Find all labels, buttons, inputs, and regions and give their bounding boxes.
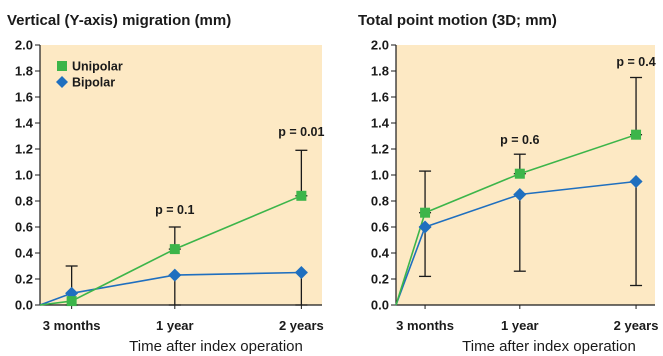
p-value-annotation: p = 0.4 (616, 55, 655, 69)
y-tick-label: 1.6 (371, 90, 389, 105)
y-tick-label: 1.8 (15, 64, 33, 79)
p-value-annotation: p = 0.6 (500, 133, 539, 147)
y-tick-label: 0.6 (15, 220, 33, 235)
plot-area (396, 45, 655, 305)
x-tick-label: 3 months (396, 318, 454, 333)
x-axis-label: Time after index operation (129, 338, 303, 355)
y-tick-label: 0.6 (371, 220, 389, 235)
y-tick-label: 0.2 (15, 272, 33, 287)
chart-title: Total point motion (3D; mm) (358, 12, 557, 29)
y-tick-label: 0.4 (371, 246, 390, 261)
y-tick-label: 0.4 (15, 246, 34, 261)
data-point-bipolar (294, 266, 308, 279)
series-line-unipolar (39, 195, 302, 306)
y-tick-label: 1.0 (15, 168, 33, 183)
x-tick-label: 3 months (43, 318, 101, 333)
x-tick-label: 1 year (501, 318, 539, 333)
legend: Unipolar Bipolar (56, 60, 123, 90)
legend-label: Bipolar (72, 76, 115, 90)
data-point-unipolar (631, 129, 642, 140)
y-tick-label: 2.0 (15, 38, 33, 53)
series-line-bipolar (39, 271, 302, 306)
data-point-bipolar (418, 220, 432, 234)
chart-panel-total-point-motion: Total point motion (3D; mm) 0.0 0.2 0.4 0.6 0… (330, 0, 663, 356)
p-value-annotation: p = 0.1 (155, 203, 194, 217)
y-tick-label: 0.0 (15, 298, 33, 313)
data-point-unipolar (514, 168, 525, 179)
y-tick-label: 2.0 (371, 38, 389, 53)
y-tick-label: 1.6 (15, 90, 33, 105)
data-point-unipolar (66, 296, 77, 307)
x-tick-label: 2 years (614, 318, 659, 333)
p-value-annotation: p = 0.01 (278, 125, 324, 139)
y-tick-label: 0.8 (15, 194, 33, 209)
legend-marker-unipolar (57, 61, 67, 71)
chart-title: Vertical (Y-axis) migration (mm) (7, 12, 231, 29)
legend-label: Unipolar (72, 60, 123, 74)
y-tick-label: 0.8 (371, 194, 389, 209)
y-tick-label: 0.0 (371, 298, 389, 313)
x-axis-label: Time after index operation (462, 338, 636, 355)
series-line-unipolar (395, 133, 637, 306)
y-tick-label: 1.0 (371, 168, 389, 183)
y-tick-label: 0.2 (371, 272, 389, 287)
data-point-bipolar (629, 175, 643, 188)
x-tick-label: 2 years (279, 318, 324, 333)
y-tick-label: 1.8 (371, 64, 389, 79)
x-tick-label: 1 year (156, 318, 194, 333)
y-tick-label: 1.2 (371, 142, 389, 157)
y-tick-label: 1.4 (371, 116, 390, 131)
data-point-bipolar (513, 188, 527, 201)
legend-marker-bipolar (56, 76, 68, 88)
data-point-unipolar (169, 244, 180, 255)
chart-panel-vertical-migration: Vertical (Y-axis) migration (mm) 0.0 0.2 0.… (0, 0, 330, 356)
data-point-unipolar (296, 190, 307, 201)
data-point-bipolar (168, 268, 182, 282)
chart-vertical-migration: Vertical (Y-axis) migration (mm) 0.0 0.2 0.… (7, 12, 325, 355)
plot-area (40, 45, 322, 305)
chart-total-point-motion: Total point motion (3D; mm) 0.0 0.2 0.4 0.6 0… (358, 12, 659, 355)
y-tick-label: 1.2 (15, 142, 33, 157)
data-point-unipolar (420, 207, 431, 218)
y-tick-label: 1.4 (15, 116, 34, 131)
series-line-bipolar (395, 180, 637, 306)
